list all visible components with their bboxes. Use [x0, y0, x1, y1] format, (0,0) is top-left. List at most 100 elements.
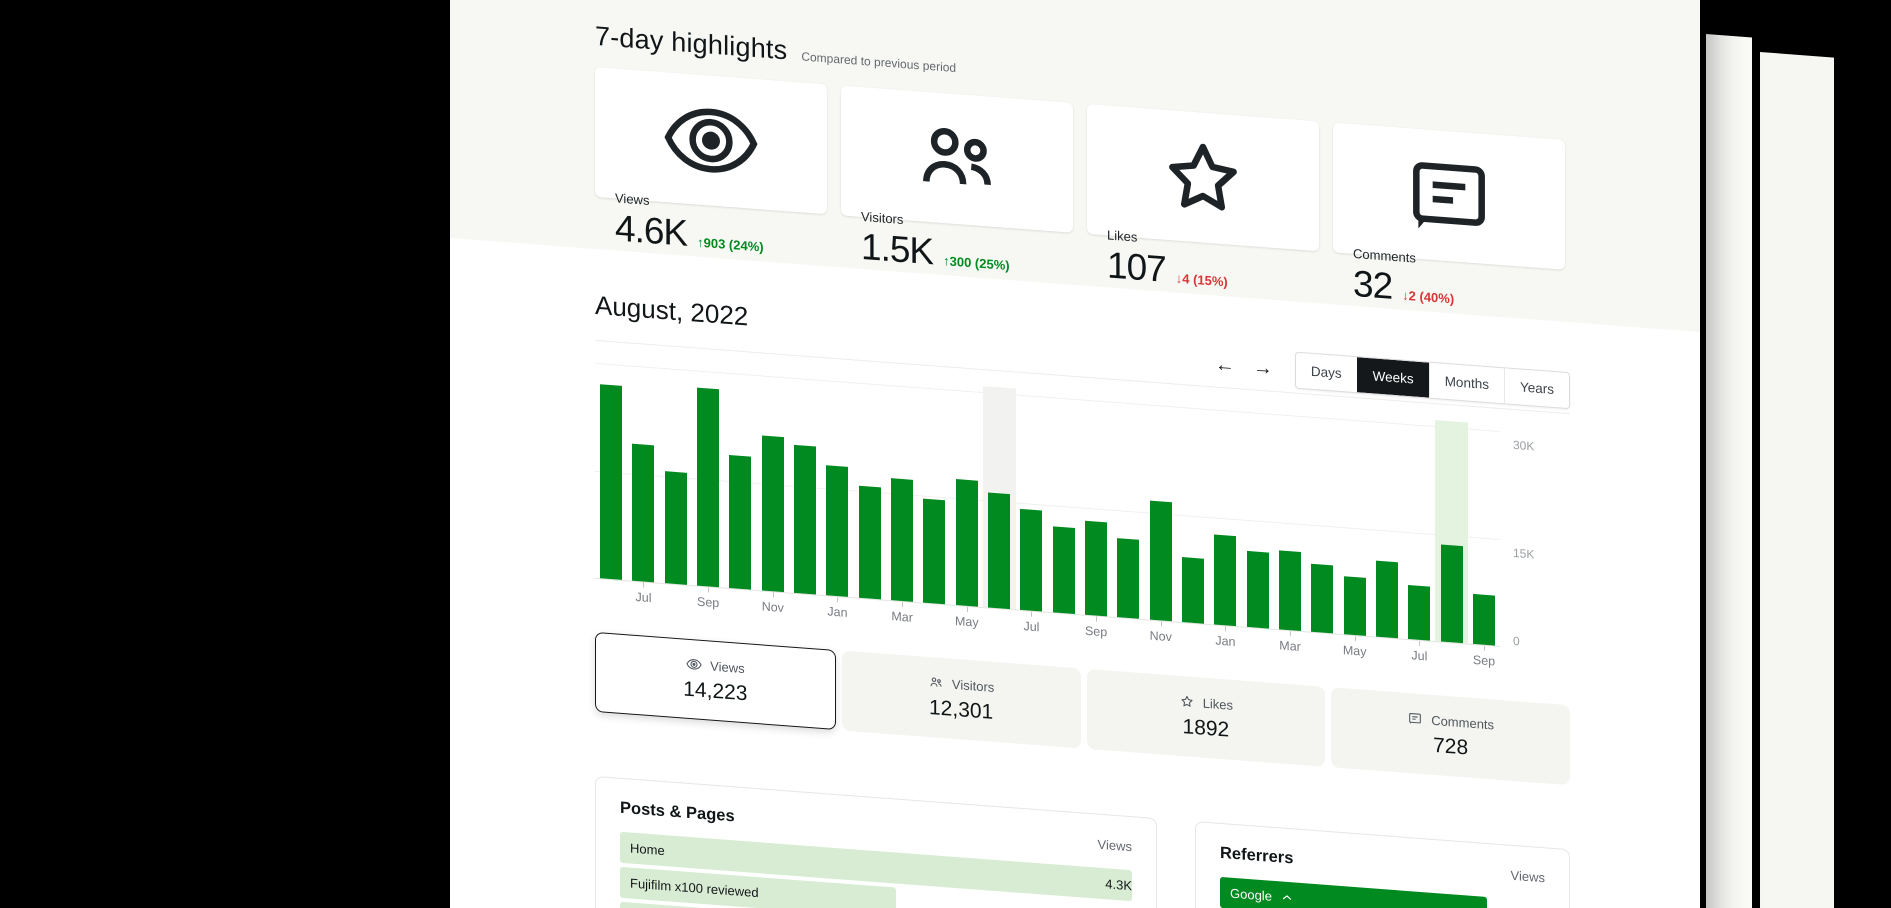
x-axis-tick-label: Sep — [1080, 615, 1112, 645]
chart-bar[interactable] — [1020, 508, 1043, 612]
prev-period-arrow-icon[interactable]: ← — [1214, 353, 1235, 377]
x-axis-tick-label — [1048, 613, 1080, 643]
chart-bar[interactable] — [1440, 544, 1463, 644]
chart-bar[interactable] — [794, 444, 817, 595]
chart-bar[interactable] — [697, 387, 720, 588]
x-axis-tick-label: Jul — [627, 581, 659, 611]
card-value: 107 — [1107, 244, 1166, 290]
x-axis-tick-label — [1371, 637, 1403, 667]
x-axis-tick-label — [660, 584, 692, 614]
x-axis-tick-label: Jan — [1209, 625, 1241, 655]
metric-tab-value: 12,301 — [929, 696, 994, 724]
stats-page: 7-day highlights Compared to previous pe… — [450, 0, 1700, 908]
x-axis-tick-label — [1177, 623, 1209, 653]
visitors-icon — [861, 103, 1053, 215]
metric-tab-visitors[interactable]: Visitors 12,301 — [841, 650, 1081, 749]
chart-bar[interactable] — [955, 479, 978, 607]
chart-bar[interactable] — [826, 465, 849, 597]
visitors-icon — [928, 674, 944, 691]
chevron-up-icon[interactable] — [1281, 891, 1293, 904]
tab-weeks[interactable]: Weeks — [1356, 357, 1429, 398]
x-axis-tick-label — [724, 589, 756, 619]
highlight-card-likes: Likes 107 ↓4 (15%) — [1087, 103, 1319, 290]
referrers-card: Referrers Views Google 6.2K — [1195, 821, 1570, 908]
chart-bar[interactable] — [600, 384, 623, 580]
chart-bar[interactable] — [1279, 550, 1302, 631]
x-axis-tick-label — [1112, 618, 1144, 648]
card-value: 1.5K — [861, 225, 934, 273]
highlight-card-visitors: Visitors 1.5K ↑300 (25%) — [841, 85, 1073, 273]
x-axis-tick-label — [1306, 632, 1338, 662]
x-axis-tick-label: Nov — [757, 591, 789, 621]
chart-bar[interactable] — [1117, 538, 1140, 619]
chart-bar[interactable] — [1473, 593, 1496, 646]
metric-tab-likes[interactable]: Likes 1892 — [1086, 668, 1326, 767]
chart-bar[interactable] — [1182, 557, 1205, 624]
chart-bar[interactable] — [891, 478, 914, 602]
star-icon — [1179, 693, 1195, 710]
highlight-card-comments: Comments 32 ↓2 (40%) — [1333, 122, 1565, 307]
comment-icon — [1353, 140, 1545, 252]
chart-bar[interactable] — [1408, 585, 1431, 641]
x-axis-tick-label: May — [1339, 635, 1371, 665]
chart-bar[interactable] — [1149, 500, 1172, 622]
y-axis-tick-15k: 15K — [1513, 545, 1535, 562]
views-column-header: Views — [1097, 836, 1132, 855]
x-axis-tick-label: Sep — [1468, 645, 1500, 675]
metric-tab-views[interactable]: Views 14,223 — [595, 631, 836, 731]
x-axis-tick-label — [1436, 642, 1468, 672]
tab-years[interactable]: Years — [1503, 368, 1569, 409]
bottom-cards: Posts & Pages Views Home 4.3K Fujifilm x… — [595, 775, 1570, 908]
eye-icon — [615, 84, 807, 196]
metric-tab-value: 728 — [1433, 733, 1469, 760]
y-axis-tick-0: 0 — [1513, 633, 1520, 649]
highlight-card-views: Views 4.6K ↑903 (24%) — [595, 66, 827, 255]
x-axis-tick-label — [918, 603, 950, 633]
chart-bar[interactable] — [1343, 576, 1366, 636]
x-axis-tick-label — [595, 579, 627, 609]
metric-tab-value: 14,223 — [683, 677, 748, 706]
posts-pages-title: Posts & Pages — [620, 798, 735, 826]
metric-tab-label: Likes — [1202, 695, 1234, 713]
card-value: 4.6K — [615, 207, 688, 254]
star-icon — [1107, 121, 1299, 233]
x-axis-tick-label: Nov — [1145, 620, 1177, 650]
tab-months[interactable]: Months — [1428, 362, 1504, 404]
chart-bar[interactable] — [664, 471, 687, 585]
x-axis-tick-label: Jul — [1403, 640, 1435, 670]
chart-bar[interactable] — [923, 498, 946, 605]
chart-bar[interactable] — [1214, 534, 1237, 627]
x-axis-tick-label — [983, 608, 1015, 638]
metric-tab-value: 1892 — [1182, 715, 1230, 742]
x-axis-tick-label — [1242, 628, 1274, 658]
views-column-header: Views — [1510, 867, 1545, 886]
chart-bar[interactable] — [1311, 563, 1334, 634]
x-axis-tick-label — [789, 593, 821, 623]
metric-tab-comments[interactable]: Comments 728 — [1331, 687, 1570, 786]
chart-bar[interactable] — [1376, 560, 1399, 639]
chart-bar[interactable] — [729, 455, 752, 590]
highlights-section: 7-day highlights Compared to previous pe… — [450, 0, 1700, 332]
next-period-arrow-icon[interactable]: → — [1252, 355, 1273, 380]
eye-icon — [686, 656, 702, 673]
chart-bar[interactable] — [632, 443, 655, 583]
x-axis-tick-label: Mar — [1274, 630, 1306, 660]
card-delta: ↑300 (25%) — [943, 253, 1010, 274]
referrer-row-views: 6.2K — [1518, 899, 1545, 908]
chart-bar[interactable] — [858, 485, 881, 600]
chart-bar[interactable] — [988, 492, 1011, 610]
tab-days[interactable]: Days — [1310, 363, 1342, 382]
chart-bar[interactable] — [1246, 550, 1269, 629]
highlights-subtitle: Compared to previous period — [801, 49, 957, 76]
chart-bar[interactable] — [1085, 520, 1108, 617]
x-axis-tick-label: Jan — [821, 596, 853, 626]
chart-bar[interactable] — [761, 435, 784, 593]
metric-tab-label: Views — [710, 658, 745, 676]
chart-bar[interactable] — [1052, 526, 1075, 614]
post-row-views: 4.3K — [1105, 876, 1132, 894]
posts-pages-card: Posts & Pages Views Home 4.3K Fujifilm x… — [595, 775, 1157, 908]
metric-tab-label: Visitors — [951, 676, 995, 695]
card-delta: ↓4 (15%) — [1175, 270, 1228, 290]
x-axis-tick-label — [854, 598, 886, 628]
card-value: 32 — [1353, 262, 1393, 307]
